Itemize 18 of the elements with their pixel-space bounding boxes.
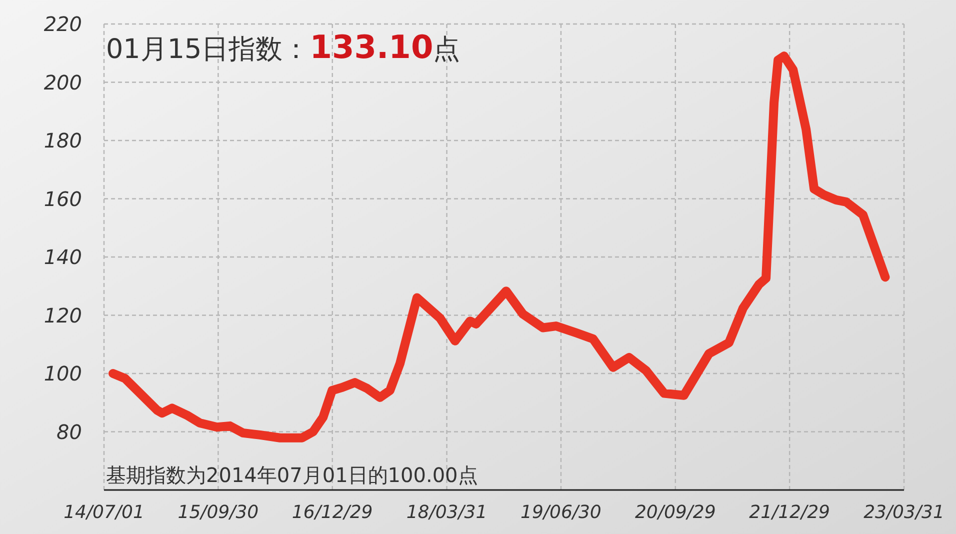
y-tick-label: 200	[44, 70, 82, 94]
chart-title: 01月15日指数：133.10点	[106, 28, 460, 66]
y-tick-label: 120	[44, 303, 82, 328]
x-tick-label: 16/12/29	[292, 502, 373, 523]
x-tick-label: 23/03/31	[864, 502, 944, 523]
x-tick-label: 18/03/31	[406, 502, 488, 523]
y-tick-label: 220	[44, 12, 82, 36]
x-tick-label: 14/07/01	[64, 502, 144, 523]
y-tick-label: 140	[44, 245, 82, 269]
y-tick-label: 180	[44, 128, 82, 152]
y-tick-label: 160	[44, 186, 82, 211]
annotation: 基期指数为2014年07月01日的100.00点	[106, 463, 478, 487]
y-tick-label: 80	[56, 420, 82, 444]
y-tick-label: 100	[44, 362, 82, 386]
x-tick-label: 20/09/29	[634, 502, 716, 523]
x-tick-label: 21/12/29	[749, 502, 830, 523]
x-tick-label: 15/09/30	[178, 502, 259, 523]
x-tick-label: 19/06/30	[520, 502, 602, 523]
